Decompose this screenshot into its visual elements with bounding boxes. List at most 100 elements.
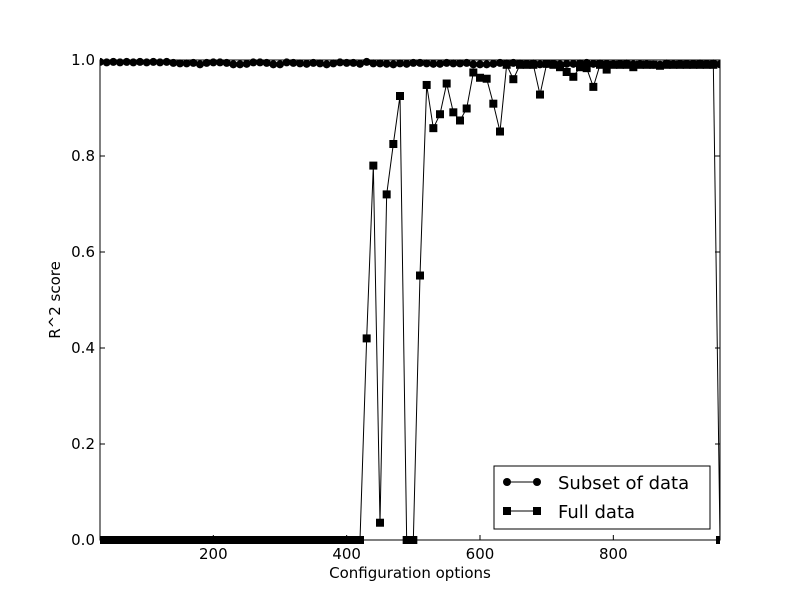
subset-point	[196, 60, 204, 69]
full-data-point	[676, 60, 684, 69]
full-data-point	[562, 68, 571, 76]
subset-point	[236, 60, 244, 69]
subset-point	[396, 59, 404, 68]
full-data-point	[556, 63, 564, 72]
full-data-point	[389, 140, 398, 148]
y-axis-label: R^2 score	[46, 261, 64, 339]
legend-label-subset: Subset of data	[558, 473, 689, 494]
subset-point	[389, 60, 398, 69]
subset-point	[356, 59, 364, 68]
full-data-point	[622, 60, 631, 69]
y-tick-label: 0.0	[71, 531, 95, 549]
subset-point	[496, 58, 504, 67]
x-tick-label: 400	[332, 545, 361, 563]
full-data-point	[642, 60, 651, 69]
subset-point	[449, 59, 458, 68]
x-tick-label: 600	[466, 545, 495, 563]
subset-point	[376, 59, 384, 68]
subset-point	[309, 58, 318, 67]
full-data-point	[576, 63, 584, 72]
subset-point	[482, 60, 491, 69]
subset-point	[369, 59, 378, 68]
full-data-point	[682, 60, 691, 69]
full-data-point	[702, 60, 711, 69]
subset-point	[169, 58, 178, 67]
full-data-point	[416, 271, 424, 280]
subset-point	[262, 58, 271, 67]
subset-point	[569, 59, 578, 68]
subset-point	[509, 58, 518, 67]
full-data-point	[649, 60, 658, 69]
subset-point	[269, 60, 278, 69]
full-data-point	[496, 127, 504, 136]
full-data-point	[462, 104, 471, 113]
full-data-point	[456, 116, 464, 125]
subset-point	[562, 59, 571, 68]
full-data-point	[662, 60, 671, 69]
subset-point	[302, 59, 311, 68]
x-tick-label: 200	[199, 545, 228, 563]
subset-point	[402, 59, 411, 68]
subset-point	[276, 60, 284, 69]
y-tick-label: 0.8	[71, 147, 95, 165]
legend-marker-square	[503, 507, 511, 515]
legend-marker-circle	[533, 478, 541, 486]
full-data-point	[516, 60, 524, 69]
full-data-point	[469, 68, 478, 77]
full-data-point	[489, 99, 498, 108]
full-data-point	[656, 61, 664, 70]
plot-frame	[99, 59, 721, 541]
subset-point	[469, 60, 478, 69]
full-data-point	[502, 60, 511, 69]
subset-point	[456, 59, 464, 68]
full-data-point	[602, 65, 611, 74]
full-data-point	[669, 60, 678, 69]
subset-point	[176, 59, 184, 68]
full-data-point	[396, 92, 404, 100]
full-data-point	[582, 64, 591, 73]
y-tick-label: 0.2	[71, 435, 95, 453]
subset-point	[409, 58, 418, 67]
y-tick-label: 0.6	[71, 243, 95, 261]
full-data-point	[696, 60, 704, 69]
y-tick-label: 1.0	[71, 51, 95, 69]
subset-point	[229, 60, 238, 69]
full-data-point	[362, 334, 371, 343]
subset-point	[436, 59, 444, 68]
subset-point	[289, 58, 298, 67]
full-data-point	[549, 60, 558, 69]
full-data-point	[536, 90, 544, 99]
subset-point	[182, 59, 191, 68]
full-data-point	[382, 190, 391, 199]
full-data-point	[522, 60, 531, 69]
subset-point	[422, 59, 431, 68]
full-data-point	[376, 518, 384, 527]
legend-box	[493, 465, 711, 530]
subset-point	[349, 58, 358, 67]
full-data-point	[429, 124, 438, 133]
full-data-point	[616, 60, 624, 69]
full-data-point	[509, 75, 518, 84]
full-data-point	[542, 59, 551, 68]
full-data-point	[569, 72, 578, 81]
subset-point	[416, 58, 424, 67]
legend-marker-square	[533, 507, 541, 515]
subset-point	[242, 59, 251, 68]
subset-point	[222, 58, 231, 67]
full-data-point	[369, 161, 378, 170]
full-data-point	[482, 74, 491, 83]
full-data-point	[629, 63, 638, 72]
subset-point	[329, 59, 338, 68]
subset-point	[189, 58, 198, 67]
full-data-point	[709, 60, 718, 69]
subset-point	[322, 60, 331, 69]
full-data-point	[436, 110, 444, 119]
full-data-point	[529, 60, 538, 69]
full-data-point	[596, 60, 604, 69]
subset-point	[202, 58, 211, 67]
ticks-layer: 200 400 600 800 0.0 0.2 0.4 0.6 0.8 1.0	[71, 51, 720, 563]
subset-point	[462, 58, 471, 67]
subset-point	[536, 60, 544, 69]
y-tick-label: 0.4	[71, 339, 95, 357]
